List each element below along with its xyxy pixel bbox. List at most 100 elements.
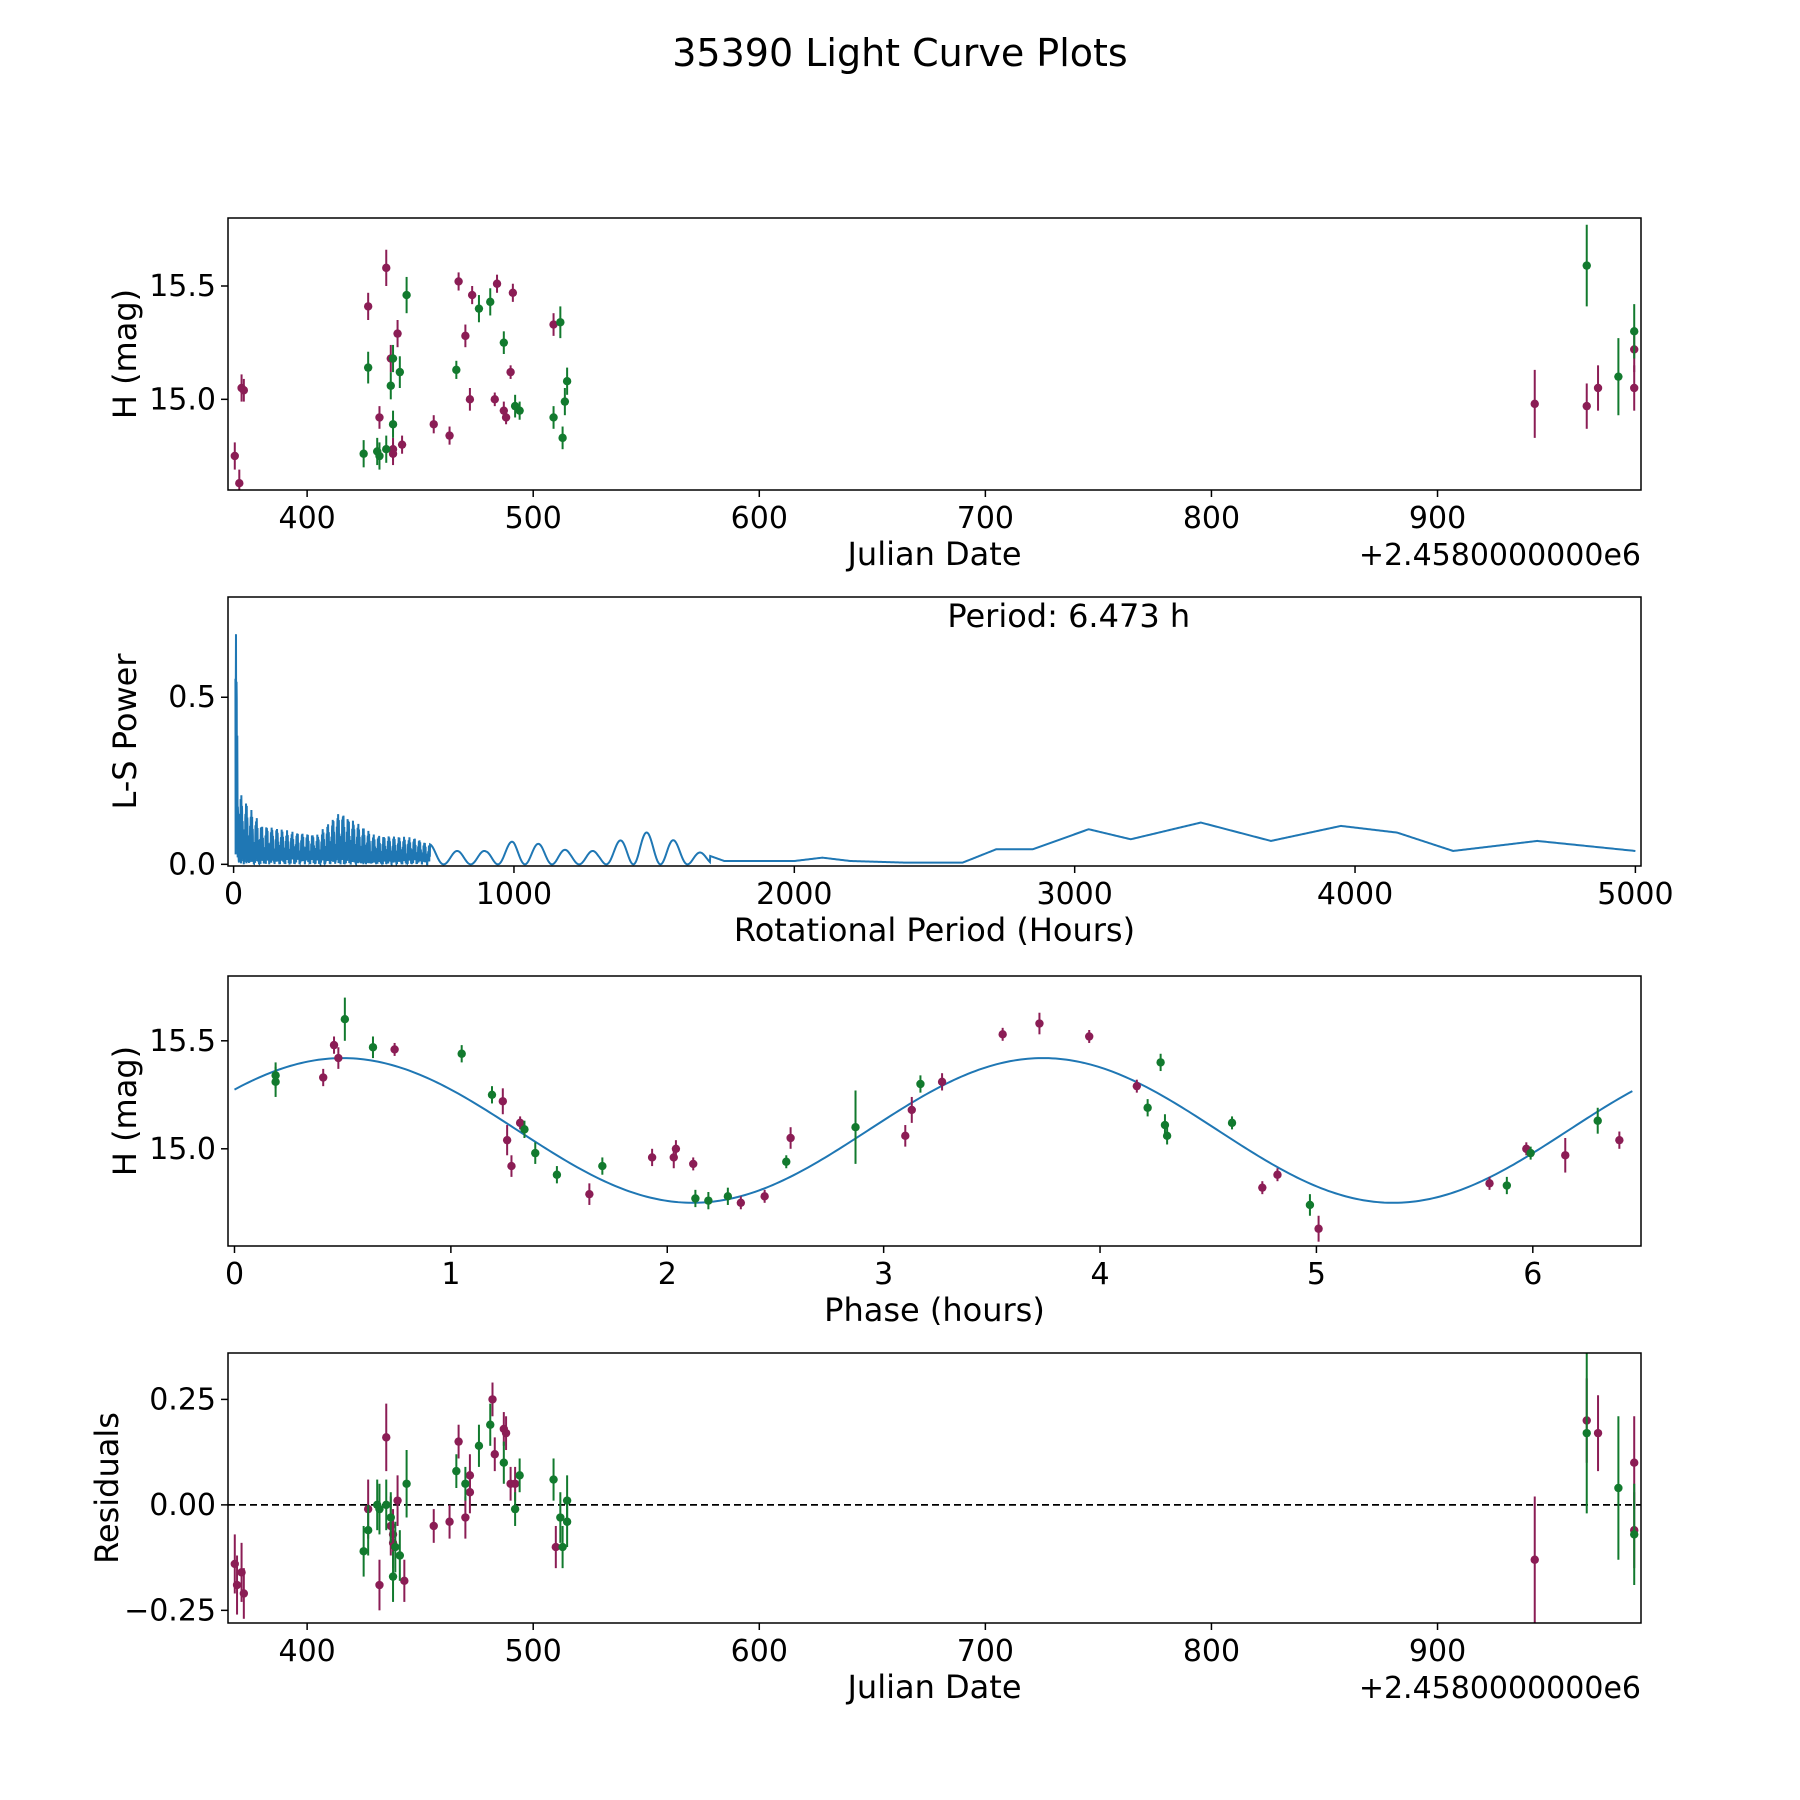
x-tick-label: 2 <box>658 1257 677 1292</box>
point-r <box>375 413 384 422</box>
x-tick-label: 600 <box>731 1634 788 1669</box>
point-g <box>386 381 395 390</box>
point-r <box>235 479 244 488</box>
point-g <box>560 397 570 406</box>
point-g <box>388 354 398 363</box>
point-g <box>402 290 411 300</box>
point-r <box>393 329 402 338</box>
x-tick-label: 0 <box>225 1257 244 1292</box>
point-g <box>1614 1483 1623 1493</box>
point-r <box>390 1045 399 1054</box>
point-r <box>382 263 391 273</box>
y-tick-label: 0.0 <box>168 847 216 882</box>
point-r <box>508 288 518 297</box>
point-g <box>402 1479 411 1488</box>
point-g <box>1305 1200 1315 1210</box>
point-g <box>1156 1058 1165 1067</box>
point-g <box>382 445 391 454</box>
point-r <box>502 1135 512 1145</box>
point-r <box>510 1479 520 1488</box>
point-g <box>474 304 484 313</box>
point-r <box>397 440 407 449</box>
point-g <box>556 1513 565 1522</box>
point-r <box>388 445 398 454</box>
y-tick-label: 0.25 <box>149 1382 216 1417</box>
point-r <box>230 451 239 461</box>
point-g <box>391 1542 400 1552</box>
point-g <box>359 449 368 458</box>
point-r <box>1314 1224 1323 1233</box>
y-tick-label: 15.0 <box>149 1132 216 1167</box>
point-r <box>1615 1135 1624 1145</box>
y-tick-label: 15.5 <box>149 1024 216 1059</box>
point-r <box>786 1133 795 1143</box>
x-tick-label: 0 <box>224 877 243 912</box>
point-g <box>1614 372 1623 381</box>
point-g <box>1162 1131 1172 1141</box>
point-g <box>549 1475 558 1484</box>
point-r <box>429 1521 438 1531</box>
point-r <box>498 1097 508 1106</box>
point-g <box>704 1196 713 1205</box>
point-r <box>1035 1019 1044 1028</box>
point-r <box>1593 1428 1603 1438</box>
x-tick-label: 400 <box>278 1634 335 1669</box>
point-r <box>445 431 454 440</box>
x-axis-label: Julian Date <box>845 535 1021 573</box>
data-layer <box>230 1353 1639 1623</box>
point-r <box>551 1542 561 1552</box>
point-g <box>556 318 565 327</box>
point-r <box>1258 1183 1267 1192</box>
axes-frame <box>227 596 1642 867</box>
point-r <box>492 279 502 288</box>
point-r <box>549 320 558 329</box>
point-r <box>760 1192 769 1201</box>
axes-frame <box>227 975 1642 1247</box>
point-r <box>445 1517 454 1526</box>
point-r <box>671 1144 681 1154</box>
point-g <box>474 1441 484 1451</box>
point-r <box>1630 383 1639 393</box>
point-g <box>515 1471 524 1480</box>
point-g <box>359 1547 368 1556</box>
point-g <box>510 1504 520 1514</box>
period-annotation: Period: 6.473 h <box>947 597 1190 635</box>
point-r <box>454 1437 463 1446</box>
y-axis-label: H (mag) <box>106 1046 144 1176</box>
point-g <box>558 1542 567 1552</box>
y-tick-label: 0.5 <box>168 680 216 715</box>
x-tick-label: 500 <box>505 501 562 536</box>
point-r <box>393 1496 402 1505</box>
x-tick-label: 3 <box>874 1257 893 1292</box>
x-tick-label: 500 <box>505 1634 562 1669</box>
series-g <box>271 997 1602 1216</box>
point-r <box>1273 1170 1282 1179</box>
point-g <box>382 1500 391 1510</box>
point-g <box>851 1123 860 1132</box>
point-g <box>386 1513 395 1522</box>
x-tick-label: 600 <box>731 501 788 536</box>
point-g <box>486 297 495 307</box>
point-g <box>1143 1103 1152 1112</box>
series-r <box>230 1378 1639 1623</box>
point-r <box>507 1161 516 1171</box>
point-r <box>239 1589 249 1598</box>
series-g <box>359 1353 1639 1602</box>
x-offset-label: +2.4580000000e6 <box>1359 538 1641 573</box>
point-r <box>501 1428 511 1438</box>
point-g <box>452 365 461 375</box>
point-r <box>1630 1458 1639 1467</box>
power-spectrum-line <box>234 634 1636 866</box>
x-axis-label: Rotational Period (Hours) <box>734 911 1135 949</box>
point-g <box>395 1551 405 1560</box>
point-r <box>467 290 477 300</box>
point-g <box>1227 1118 1237 1128</box>
point-g <box>1582 261 1591 270</box>
point-r <box>907 1105 916 1115</box>
point-r <box>1530 1555 1539 1564</box>
point-r <box>1132 1081 1142 1091</box>
point-r <box>363 302 373 311</box>
point-r <box>901 1131 910 1141</box>
point-r <box>465 1488 475 1497</box>
